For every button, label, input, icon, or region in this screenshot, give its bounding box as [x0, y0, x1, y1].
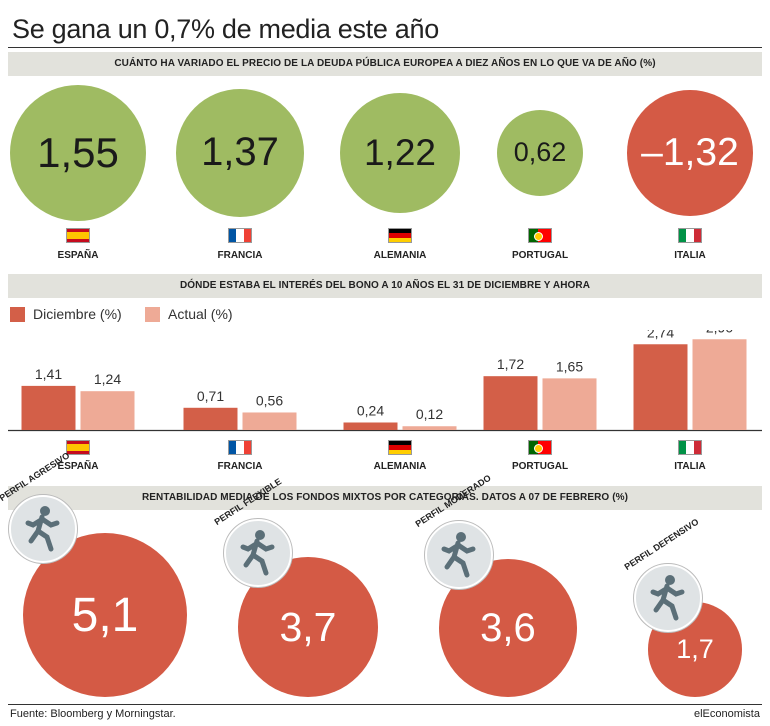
price-bubble-value: 1,37: [201, 130, 279, 175]
price-bubble-value: 1,22: [363, 131, 436, 173]
flag-spain-icon: [66, 440, 90, 455]
bar-value-label: 1,72: [497, 356, 524, 372]
country-label: PORTUGAL: [511, 461, 569, 472]
page-title: Se gana un 0,7% de media este año: [12, 14, 439, 44]
bar-value-label: 1,41: [35, 366, 62, 382]
legend-diciembre: Diciembre (%): [10, 306, 122, 322]
runner-icon: [633, 564, 702, 633]
bar-value-label: 1,65: [556, 358, 583, 374]
bar-actual-2: [402, 426, 457, 430]
country-label: ALEMANIA: [373, 461, 427, 472]
section2-header: DÓNDE ESTABA EL INTERÉS DEL BONO A 10 AÑ…: [8, 274, 762, 298]
section1-header: CUÁNTO HA VARIADO EL PRECIO DE LA DEUDA …: [8, 52, 762, 76]
runner-icon: [224, 519, 293, 588]
country-label: FRANCIA: [217, 250, 263, 261]
flag-portugal-icon: [528, 440, 552, 455]
bar-actual-4: [692, 339, 747, 430]
bar-value-label: 0,56: [256, 392, 283, 408]
legend-diciembre-swatch: [10, 306, 25, 322]
country-label: PORTUGAL: [511, 250, 569, 261]
fund-bubble-value: 3,6: [480, 605, 536, 650]
runner-icon: [9, 495, 77, 563]
bar-value-label: 0,71: [197, 388, 224, 404]
bar-diciembre-2: [343, 422, 398, 430]
flag-portugal-icon: [528, 228, 552, 243]
bar-diciembre-3: [483, 376, 538, 430]
footer-rule: [8, 704, 762, 705]
price-bubble-4: –1,32: [627, 90, 753, 216]
bar-value-label: 0,24: [357, 402, 384, 418]
flag-spain-icon: [66, 228, 90, 243]
price-bubble-0: 1,55: [10, 85, 146, 221]
footer-source: Fuente: Bloomberg y Morningstar.: [10, 708, 176, 720]
section3-header: RENTABILIDAD MEDIA DE LOS FONDOS MIXTOS …: [8, 486, 762, 510]
bar-value-label: 2,90: [706, 330, 733, 335]
title-rule: [8, 47, 762, 48]
price-bubble-2: 1,22: [339, 92, 461, 214]
flag-italy-icon: [678, 440, 702, 455]
fund-bubble-value: 1,7: [676, 634, 714, 665]
country-label: ESPAÑA: [57, 461, 99, 472]
bar-value-label: 0,12: [416, 406, 443, 422]
flag-france-icon: [228, 228, 252, 243]
bar-actual-1: [242, 412, 297, 430]
fund-bubble-value: 3,7: [279, 603, 337, 650]
footer-brand: elEconomista: [693, 708, 760, 720]
runner-icon: [425, 521, 494, 590]
price-bubble-value: –1,32: [641, 130, 739, 174]
country-label: ESPAÑA: [57, 250, 99, 261]
price-bubble-value: 0,62: [513, 137, 567, 168]
country-label: ITALIA: [674, 461, 706, 472]
fund-bubble-value: 5,1: [71, 588, 139, 642]
country-label: FRANCIA: [217, 461, 263, 472]
bar-diciembre-0: [21, 385, 76, 430]
bar-actual-0: [80, 391, 135, 430]
price-bubble-value: 1,55: [37, 129, 119, 176]
bar-diciembre-4: [633, 344, 688, 430]
price-bubble-1: 1,37: [176, 89, 304, 217]
legend-actual-swatch: [145, 306, 160, 322]
bar-actual-3: [542, 378, 597, 430]
legend-diciembre-label: Diciembre (%): [33, 306, 122, 322]
price-bubble-3: 0,62: [496, 109, 583, 196]
bond-yield-bar-chart: 1,41 1,24 0,71 0,56 0,24 0,12 1,72 1,65 2,74 2,90: [8, 330, 762, 432]
bar-value-label: 2,74: [647, 330, 674, 340]
legend-actual: Actual (%): [145, 306, 233, 322]
bar-diciembre-1: [183, 407, 238, 430]
bar-value-label: 1,24: [94, 371, 121, 387]
flag-germany-icon: [388, 440, 412, 455]
flag-italy-icon: [678, 228, 702, 243]
flag-france-icon: [228, 440, 252, 455]
flag-germany-icon: [388, 228, 412, 243]
country-label: ALEMANIA: [373, 250, 427, 261]
legend-actual-label: Actual (%): [168, 306, 233, 322]
country-label: ITALIA: [674, 250, 706, 261]
